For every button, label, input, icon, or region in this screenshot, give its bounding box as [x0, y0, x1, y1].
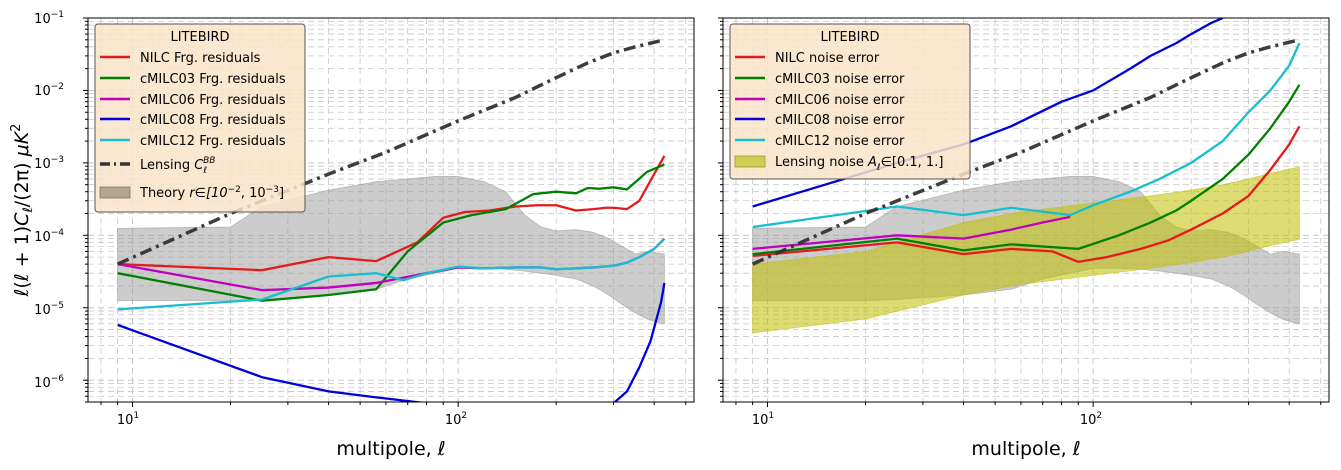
left-series-4 — [117, 237, 666, 311]
legend-label-cmilc06-noise: cMILC06 noise error — [775, 93, 905, 108]
y-tick-1e-2: 10−2 — [34, 82, 64, 99]
legend-label-theory: Theory r∈[10−2, 10−3] — [139, 185, 284, 201]
legend-swatch-lensing-noise — [734, 155, 766, 168]
right-ticks — [718, 17, 1322, 407]
left-series-0 — [117, 155, 666, 272]
y-tick-1e-3: 10−3 — [34, 155, 64, 172]
left-ticks — [83, 17, 687, 407]
right-series-2 — [752, 215, 1071, 251]
left-legend: LITEBIRD NILC Frg. residuals cMILC03 Frg… — [94, 23, 306, 213]
left-bands — [117, 176, 665, 325]
legend-label-cmilc08-noise: cMILC08 noise error — [775, 113, 905, 128]
legend-label-cmilc12-noise: cMILC12 noise error — [775, 134, 905, 149]
right-legend-title: LITEBIRD — [820, 30, 879, 45]
y-tick-1e-4: 10−4 — [34, 228, 64, 245]
legend-label-cmilc03: cMILC03 Frg. residuals — [140, 72, 286, 87]
y-tick-labels: 10−6 10−5 10−4 10−3 10−2 10−1 — [34, 10, 64, 391]
right-series-5 — [751, 38, 1300, 266]
right-legend: LITEBIRD NILC noise error cMILC03 noise … — [729, 23, 971, 180]
legend-label-lensing-noise: Lensing noise Aℓ∈[0.1, 1.] — [775, 155, 943, 173]
left-legend-box — [94, 23, 306, 213]
x-tick-left-10: 101 — [117, 411, 139, 428]
x-tick-left-100: 102 — [445, 411, 467, 428]
x-tick-right-100: 102 — [1080, 411, 1102, 428]
y-axis-label: ℓ(ℓ + 1)Cℓ/(2π) μK2 — [9, 124, 36, 298]
right-legend-box — [729, 23, 971, 180]
legend-label-nilc-noise: NILC noise error — [775, 51, 880, 66]
x-axis-label-left: multipole, ℓ — [336, 438, 445, 460]
y-tick-1e-5: 10−5 — [34, 301, 64, 318]
y-tick-1e-1: 10−1 — [34, 10, 64, 27]
legend-label-cmilc12: cMILC12 Frg. residuals — [140, 134, 286, 149]
legend-label-cmilc03-noise: cMILC03 noise error — [775, 72, 905, 87]
legend-label-cmilc06: cMILC06 Frg. residuals — [140, 93, 286, 108]
right-series-0 — [752, 125, 1301, 264]
x-tick-labels: 101 102 101 102 — [117, 411, 1102, 428]
right-series-4 — [752, 42, 1301, 229]
left-series-1 — [117, 163, 665, 302]
legend-label-nilc: NILC Frg. residuals — [140, 51, 261, 66]
left-legend-title: LITEBIRD — [170, 30, 229, 45]
right-panel — [718, 17, 1330, 407]
legend-label-lensing: Lensing CℓBB — [140, 156, 215, 176]
right-series-1 — [752, 84, 1301, 256]
left-band-0 — [117, 176, 665, 325]
legend-swatch-theory — [99, 186, 131, 199]
right-axes-frame — [722, 17, 1330, 403]
x-axis-label-right: multipole, ℓ — [971, 438, 1080, 460]
legend-label-cmilc08: cMILC08 Frg. residuals — [140, 113, 286, 128]
y-tick-1e-6: 10−6 — [34, 374, 64, 391]
left-series-3 — [117, 282, 666, 402]
x-tick-right-10: 101 — [752, 411, 774, 428]
left-axes-frame — [87, 17, 695, 403]
